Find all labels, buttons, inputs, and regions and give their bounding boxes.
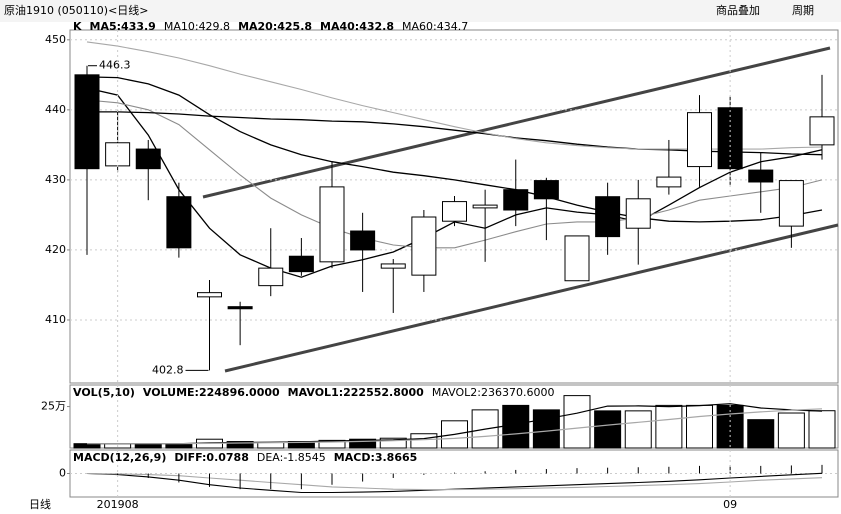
legend-entry: DEA:-1.8545 [257, 451, 326, 464]
legend-entry: MA40:432.8 [320, 20, 394, 33]
volume-bar [502, 404, 530, 449]
candle-body [564, 235, 590, 282]
legend-entry: DIFF:0.0788 [174, 451, 249, 464]
candle-body [503, 189, 529, 211]
candle-body [350, 230, 376, 251]
volume-bar [747, 419, 775, 449]
y-tick-label: 0 [59, 467, 66, 480]
legend-label: VOL(5,10) [73, 386, 135, 399]
x-tick-label: 201908 [97, 498, 139, 511]
y-tick-label: 410 [45, 313, 66, 326]
volume-bar [594, 410, 622, 449]
candle-body [533, 180, 559, 200]
candle-body [258, 267, 284, 287]
line-series [86, 99, 823, 249]
period-button[interactable]: 周期 [792, 4, 814, 17]
candle-body [166, 196, 192, 249]
candle-body [288, 255, 314, 273]
y-tick-label: 420 [45, 243, 66, 256]
candle-body [472, 204, 498, 209]
candle-body [717, 107, 743, 170]
candle-body [656, 176, 682, 188]
line-series [87, 408, 823, 445]
candle-body [442, 201, 467, 222]
y-tick-label: 25万 [41, 400, 66, 413]
legend-entry: MA20:425.8 [238, 20, 312, 33]
header-bar [0, 0, 841, 22]
legend-entry: MA60:434.7 [402, 20, 468, 33]
legend-label: K [73, 20, 82, 33]
legend-entry: MACD:3.8665 [334, 451, 418, 464]
candle-body [595, 196, 621, 238]
y-tick-label: 450 [45, 33, 66, 46]
candle-body [809, 116, 835, 146]
volume-bar [73, 443, 101, 449]
legend-entry: MAVOL2:236370.6000 [432, 386, 555, 399]
volume-bar [379, 437, 407, 449]
legend-label: MACD(12,26,9) [73, 451, 166, 464]
legend-entry: MA5:433.9 [90, 20, 156, 33]
channel-line [224, 223, 839, 373]
candle-body [778, 180, 804, 227]
candle-body [687, 112, 712, 168]
volume-bar [349, 438, 377, 449]
volume-bar [563, 395, 591, 449]
candle-body [197, 292, 222, 298]
candle-body [319, 186, 345, 263]
y-tick-label: 440 [45, 103, 66, 116]
candle-body [748, 169, 774, 183]
line-series [86, 76, 823, 223]
candle-body [74, 74, 100, 170]
volume-bar [624, 410, 652, 449]
volume-bar [226, 441, 254, 449]
volume-bar [410, 433, 438, 449]
volume-bar [686, 404, 713, 449]
overlay-button[interactable]: 商品叠加 [716, 3, 760, 17]
legend-entry: MAVOL1:222552.8000 [288, 386, 425, 399]
x-tick-label: 09 [723, 498, 737, 511]
volume-bar [134, 443, 162, 449]
volume-bar [318, 439, 346, 449]
legend-entry: VOLUME:224896.0000 [143, 386, 280, 399]
candle-body [380, 263, 406, 269]
volume-bar [777, 412, 805, 449]
legend-entry: MA10:429.8 [164, 20, 230, 33]
volume-bar [655, 404, 683, 449]
annotation: 402.8 [152, 363, 184, 376]
candle-body [227, 306, 253, 310]
annotation: 446.3 [99, 59, 131, 72]
volume-bar [532, 409, 560, 449]
x-axis-label: 日线 [29, 497, 51, 511]
candle-body [625, 198, 651, 229]
chart-title: 原油1910 (050110)<日线> [4, 3, 149, 17]
price-panel [69, 29, 839, 384]
y-tick-label: 430 [45, 173, 66, 186]
candle-body [411, 216, 437, 276]
volume-bar [808, 410, 836, 449]
channel-line [202, 46, 831, 199]
volume-bar [165, 443, 193, 449]
candle-body [135, 148, 161, 170]
